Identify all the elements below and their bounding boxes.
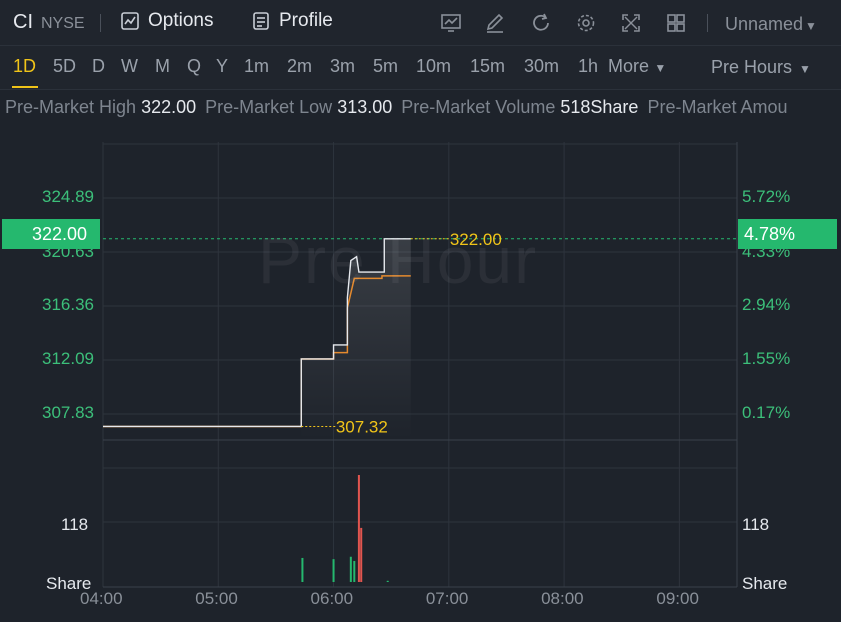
volume-unit-label: Share bbox=[742, 574, 788, 593]
period-15m[interactable]: 15m bbox=[470, 56, 506, 76]
current-price-tag: 322.00 bbox=[2, 219, 100, 249]
volume-bar bbox=[386, 580, 389, 582]
period-3m[interactable]: 3m bbox=[330, 56, 356, 76]
period-1m[interactable]: 1m bbox=[244, 56, 270, 76]
options-button[interactable]: Options bbox=[120, 10, 213, 32]
percent-axis-label: 0.17% bbox=[742, 403, 791, 422]
grid-icon[interactable] bbox=[665, 12, 687, 34]
premarket-low-value: 313.00 bbox=[337, 97, 393, 117]
price-axis-label: 324.89 bbox=[42, 187, 94, 206]
price-axis-label: 316.36 bbox=[42, 295, 94, 314]
layout-name: Unnamed bbox=[725, 14, 804, 34]
session-label: Pre Hours bbox=[711, 57, 793, 77]
ticker-symbol[interactable]: CI bbox=[13, 11, 33, 33]
percent-axis-label: 1.55% bbox=[742, 349, 791, 368]
price-axis-label: 307.83 bbox=[42, 403, 94, 422]
period-2m[interactable]: 2m bbox=[287, 56, 313, 76]
profile-button[interactable]: Profile bbox=[251, 10, 333, 32]
fullscreen-icon[interactable] bbox=[620, 12, 642, 34]
period-1d[interactable]: 1D bbox=[13, 56, 37, 76]
options-icon bbox=[121, 12, 139, 30]
period-10m[interactable]: 10m bbox=[416, 56, 452, 76]
time-axis-label: 09:00 bbox=[656, 589, 699, 608]
premarket-high-value: 322.00 bbox=[141, 97, 197, 117]
volume-bar bbox=[357, 475, 360, 582]
period-5d[interactable]: 5D bbox=[53, 56, 77, 76]
time-axis-label: 07:00 bbox=[425, 589, 469, 608]
period-more[interactable]: More ▼ bbox=[608, 56, 667, 76]
profile-label: Profile bbox=[279, 10, 333, 31]
chart-icon[interactable] bbox=[440, 12, 462, 34]
time-axis-label: 05:00 bbox=[195, 589, 238, 608]
time-axis-label: 08:00 bbox=[541, 589, 584, 608]
chevron-down-icon: ▼ bbox=[805, 19, 817, 33]
divider bbox=[100, 14, 101, 32]
volume-axis-label: 118 bbox=[61, 515, 89, 534]
premarket-low-label: Pre-Market Low bbox=[205, 97, 333, 117]
period-y[interactable]: Y bbox=[216, 56, 229, 76]
volume-bar bbox=[349, 556, 352, 582]
top-toolbar: CI NYSE Options Profile Unnamed ▼ bbox=[0, 0, 841, 46]
period-q[interactable]: Q bbox=[187, 56, 202, 76]
premarket-amount-label: Pre-Market Amou bbox=[647, 97, 788, 117]
price-area-fill bbox=[301, 238, 411, 440]
volume-axis-label: 118 bbox=[742, 515, 770, 534]
period-bar: 1D 5D D W M Q Y 1m 2m 3m 5m 10m 15m 30m 1h More ▼ Pre H… bbox=[0, 46, 841, 90]
open-marker-label: 307.32 bbox=[336, 417, 388, 436]
layout-selector[interactable]: Unnamed ▼ bbox=[725, 14, 817, 35]
profile-icon bbox=[253, 12, 269, 30]
draw-icon[interactable] bbox=[484, 12, 506, 34]
period-30m[interactable]: 30m bbox=[524, 56, 560, 76]
last-marker-label: 322.00 bbox=[450, 230, 502, 249]
settings-icon[interactable] bbox=[575, 12, 597, 34]
exchange-label: NYSE bbox=[41, 15, 85, 32]
chevron-down-icon: ▼ bbox=[799, 62, 811, 76]
premarket-high-label: Pre-Market High bbox=[5, 97, 137, 117]
time-axis-label: 04:00 bbox=[80, 589, 123, 608]
period-w[interactable]: W bbox=[121, 56, 138, 76]
percent-axis-label: 5.72% bbox=[742, 187, 791, 206]
price-axis-label: 312.09 bbox=[42, 349, 94, 368]
price-line bbox=[103, 238, 411, 428]
active-period-underline bbox=[12, 86, 38, 88]
time-axis-label: 06:00 bbox=[310, 589, 354, 608]
volume-bar bbox=[332, 559, 335, 582]
premarket-stats: Pre-Market High 322.00 Pre-Market Low 31… bbox=[0, 90, 841, 126]
volume-bar bbox=[353, 560, 356, 582]
period-5m[interactable]: 5m bbox=[373, 56, 399, 76]
percent-axis-label: 2.94% bbox=[742, 295, 791, 314]
refresh-icon[interactable] bbox=[530, 12, 552, 34]
divider bbox=[707, 14, 708, 32]
chart-watermark: Pre Hour bbox=[258, 223, 539, 297]
premarket-volume-label: Pre-Market Volume bbox=[401, 97, 556, 117]
period-m[interactable]: M bbox=[155, 56, 170, 76]
session-selector[interactable]: Pre Hours ▼ bbox=[711, 57, 811, 78]
period-1h[interactable]: 1h bbox=[578, 56, 599, 76]
premarket-volume-value: 518Share bbox=[560, 97, 639, 117]
current-pct-tag: 4.78% bbox=[738, 219, 837, 249]
volume-bar bbox=[301, 557, 304, 582]
volume-unit-label: Share bbox=[46, 574, 92, 593]
period-d[interactable]: D bbox=[92, 56, 105, 76]
options-label: Options bbox=[148, 10, 214, 31]
volume-bar bbox=[360, 527, 363, 582]
chevron-down-icon: ▼ bbox=[651, 61, 667, 75]
